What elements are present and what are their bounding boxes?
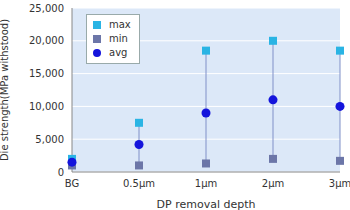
html-text:min: min — [109, 33, 128, 44]
svg-text:BG: BG — [65, 178, 79, 189]
svg-text:5,000: 5,000 — [35, 134, 64, 145]
html-text:max: max — [109, 19, 131, 30]
svg-text:2μm: 2μm — [262, 178, 284, 189]
html-text:avg: avg — [109, 47, 128, 58]
svg-text:1μm: 1μm — [195, 178, 217, 189]
svg-text:20,000: 20,000 — [29, 35, 64, 46]
svg-text:0: 0 — [58, 167, 64, 178]
svg-text:10,000: 10,000 — [29, 101, 64, 112]
svg-text:15,000: 15,000 — [29, 68, 64, 79]
svg-text:25,000: 25,000 — [29, 3, 64, 14]
svg-text:0.5μm: 0.5μm — [123, 178, 155, 189]
svg-text:DP removal depth: DP removal depth — [157, 198, 256, 210]
svg-text:Die strength(MPa withstood): Die strength(MPa withstood) — [8, 19, 10, 161]
svg-text:3μm: 3μm — [329, 178, 342, 189]
